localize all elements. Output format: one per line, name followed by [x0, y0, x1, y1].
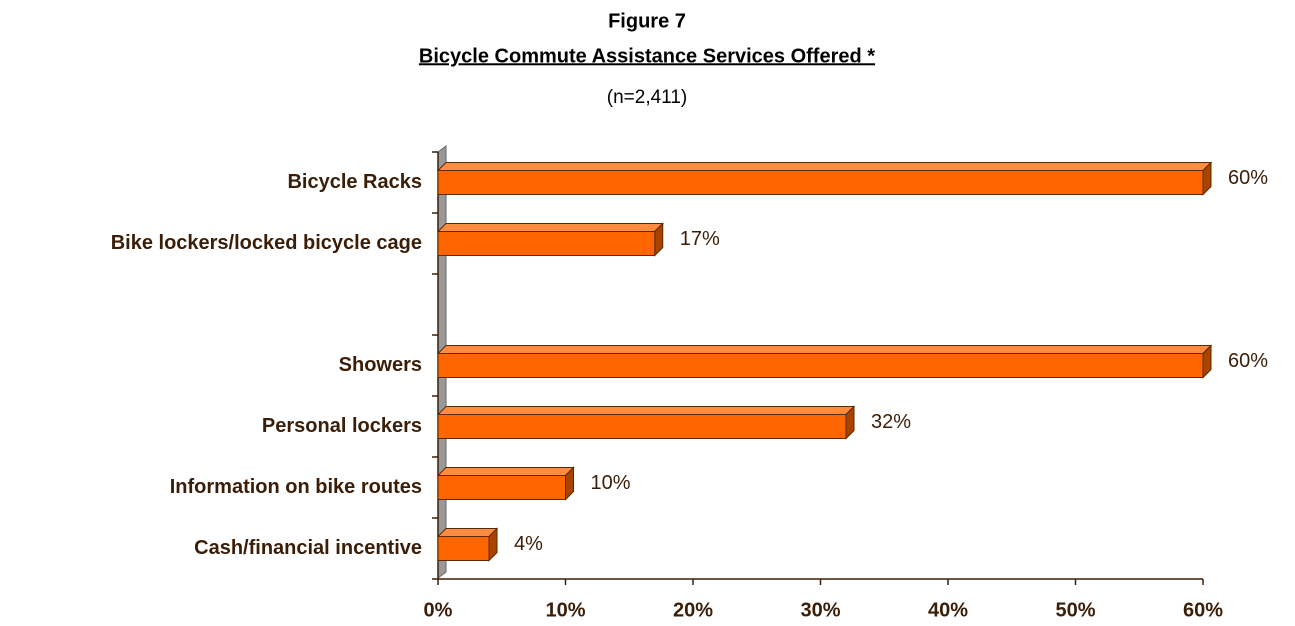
data-label: 17%	[680, 228, 720, 250]
data-label: 32%	[871, 411, 911, 433]
data-label: 10%	[591, 472, 631, 494]
bar-top	[436, 467, 575, 476]
x-tick-label: 0%	[424, 599, 453, 621]
x-tick-label: 50%	[1055, 599, 1095, 621]
bar	[437, 536, 490, 561]
y-tick-label: Personal lockers	[262, 415, 422, 437]
bar-top	[436, 528, 499, 537]
bar	[437, 475, 566, 500]
y-tick-label: Bike lockers/locked bicycle cage	[111, 232, 422, 254]
data-label: 60%	[1228, 167, 1268, 189]
data-label: 60%	[1228, 350, 1268, 372]
bar	[437, 414, 847, 439]
y-tick-label: Showers	[339, 354, 422, 376]
bar-top	[436, 406, 856, 415]
bar	[437, 170, 1204, 195]
x-tick-label: 10%	[545, 599, 585, 621]
x-tick-label: 20%	[673, 599, 713, 621]
chart-subtitle: Bicycle Commute Assistance Services Offe…	[419, 45, 875, 67]
bar	[437, 231, 656, 256]
x-tick-label: 40%	[928, 599, 968, 621]
chart-note: (n=2,411)	[607, 87, 687, 108]
bar-top	[436, 162, 1213, 171]
chart-title: Figure 7	[608, 10, 686, 32]
bar	[437, 353, 1204, 378]
x-tick-label: 60%	[1183, 599, 1223, 621]
y-tick-label: Information on bike routes	[170, 476, 422, 498]
y-tick-label: Cash/financial incentive	[194, 537, 422, 559]
y-tick-label: Bicycle Racks	[287, 171, 422, 193]
data-label: 4%	[514, 533, 543, 555]
bar-top	[436, 223, 664, 232]
bar-top	[436, 345, 1213, 354]
x-tick-label: 30%	[800, 599, 840, 621]
